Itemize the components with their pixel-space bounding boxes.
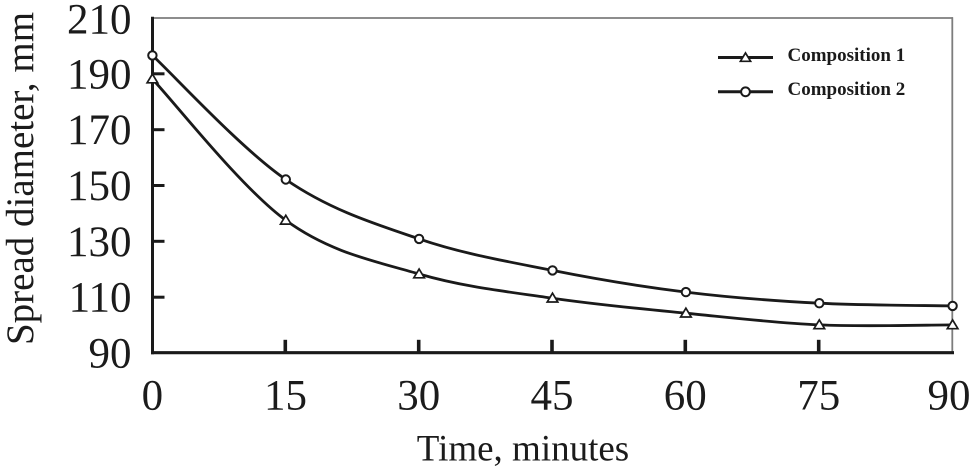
svg-text:110: 110 bbox=[69, 275, 132, 322]
svg-text:150: 150 bbox=[67, 163, 132, 210]
svg-text:Spread diameter, mm: Spread diameter, mm bbox=[0, 12, 42, 345]
svg-text:Composition 1: Composition 1 bbox=[788, 45, 906, 66]
svg-text:130: 130 bbox=[67, 219, 132, 266]
svg-text:90: 90 bbox=[89, 331, 132, 378]
svg-text:190: 190 bbox=[67, 52, 132, 99]
svg-text:90: 90 bbox=[928, 373, 971, 420]
svg-text:45: 45 bbox=[531, 373, 574, 420]
svg-text:210: 210 bbox=[67, 0, 132, 44]
svg-text:Time, minutes: Time, minutes bbox=[417, 429, 629, 470]
svg-text:75: 75 bbox=[797, 373, 840, 420]
svg-text:170: 170 bbox=[67, 107, 132, 154]
svg-text:30: 30 bbox=[397, 373, 440, 420]
svg-text:0: 0 bbox=[142, 373, 164, 420]
svg-text:Composition 2: Composition 2 bbox=[788, 79, 906, 100]
svg-text:60: 60 bbox=[664, 373, 707, 420]
svg-text:15: 15 bbox=[264, 373, 307, 420]
